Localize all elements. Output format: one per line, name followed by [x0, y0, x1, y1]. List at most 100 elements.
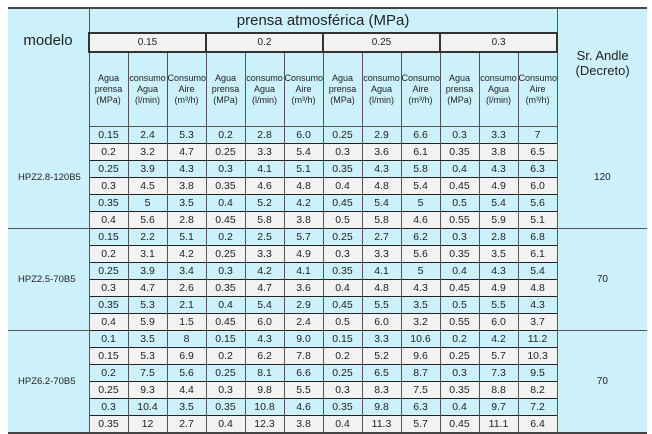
data-cell: 0.25	[88, 262, 128, 280]
data-cell: 5.1	[517, 211, 558, 229]
data-cell: 5.9	[127, 313, 167, 331]
data-cell: 0.15	[322, 330, 362, 348]
data-cell: 10.3	[517, 347, 558, 365]
sub-column-header: consumo Agua (l/min)	[127, 52, 167, 127]
data-cell: 0.4	[322, 177, 362, 195]
data-cell: 5.2	[361, 347, 401, 365]
data-cell: 0.3	[88, 398, 128, 416]
data-cell: 6.1	[400, 143, 440, 161]
data-cell: 4.3	[361, 160, 401, 178]
table-row: 0.3 10.4 3.5 0.35 10.8 4.6 0.35 9.8 6.3 0.4 9.7 7.2	[8, 398, 647, 416]
data-cell: 10.8	[244, 398, 284, 416]
data-cell: 0.5	[439, 194, 479, 212]
sub-header-line: (l/min)	[486, 95, 511, 105]
table-row: 0.25 3.9 4.3 0.3 4.1 5.1 0.35 4.3 5.8 0.4 4.3 6.3	[8, 160, 647, 178]
data-cell: 4.9	[283, 245, 323, 263]
data-cell: 0.5	[322, 211, 362, 229]
data-cell: 9.0	[283, 330, 323, 348]
data-cell: 4.8	[283, 177, 323, 195]
pressure-group-header: 0.2	[205, 32, 324, 53]
data-cell: 5.7	[478, 347, 518, 365]
table-row: HPZ6.2-70B5 0.1 3.5 8 0.15 4.3 9.0 0.15 3.3 10.6 0…	[8, 330, 648, 434]
data-cell: 4.5	[127, 177, 167, 195]
table-row: 0.2 3.2 4.7 0.25 3.3 5.4 0.3 3.6 6.1 0.35 3.8 6.5	[8, 143, 647, 161]
data-cell: 6.0	[361, 313, 401, 331]
data-cell: 7.3	[478, 364, 518, 382]
data-cell: 0.35	[205, 398, 245, 416]
data-cell: 4.3	[517, 296, 558, 314]
data-cell: 0.4	[322, 415, 362, 434]
data-cell: 0.35	[322, 262, 362, 280]
model-name: HPZ6.2-70B5	[8, 330, 90, 434]
data-cell: 0.35	[88, 415, 128, 434]
data-cell: 6.8	[517, 228, 558, 246]
data-cell: 0.4	[88, 313, 128, 331]
data-cell: 6.9	[166, 347, 206, 365]
data-cell: 5	[400, 194, 440, 212]
data-cell: 0.3	[439, 364, 479, 382]
data-cell: 10.6	[400, 330, 440, 348]
data-cell: 5.6	[127, 211, 167, 229]
pressure-group-header: 0.15	[88, 32, 207, 53]
data-cell: 0.4	[439, 398, 479, 416]
data-cell: 0.5	[322, 313, 362, 331]
table-row: 0.3 4.5 3.8 0.35 4.6 4.8 0.4 4.8 5.4 0.45 4.9 6.0	[8, 177, 647, 195]
data-cell: 2.8	[244, 126, 284, 144]
data-cell: 5.5	[283, 381, 323, 399]
andle-value: 120	[556, 126, 648, 229]
data-cell: 5.2	[244, 194, 284, 212]
data-cell: 6.6	[400, 126, 440, 144]
sub-column-header: Agua prensa (MPa)	[205, 52, 245, 127]
data-cell: 3.8	[283, 211, 323, 229]
data-cell: 9.3	[127, 381, 167, 399]
data-cell: 8.2	[517, 381, 558, 399]
data-cell: 3.5	[166, 398, 206, 416]
model-name: HPZ2.5-70B5	[8, 228, 90, 331]
data-cell: 0.3	[322, 245, 362, 263]
data-cell: 0.35	[88, 296, 128, 314]
andle-column-header: Sr. Andle (Decreto)	[556, 7, 648, 127]
data-cell: 3.1	[127, 245, 167, 263]
data-cell: 0.45	[322, 296, 362, 314]
data-cell: 3.8	[166, 177, 206, 195]
data-cell: 0.2	[205, 347, 245, 365]
data-cell: 11.3	[361, 415, 401, 434]
sub-column-header: Consumo Aire (m³/h)	[517, 52, 558, 127]
data-cell: 3.8	[283, 415, 323, 434]
sub-header-line: (MPa)	[447, 95, 472, 105]
data-cell: 5.5	[361, 296, 401, 314]
data-cell: 0.45	[205, 313, 245, 331]
sub-header-line: consumo	[246, 73, 283, 83]
data-cell: 5.6	[400, 245, 440, 263]
table-row: 0.15 5.3 6.9 0.2 6.2 7.8 0.2 5.2 9.6 0.25 5.7 10.3	[8, 347, 647, 365]
data-cell: 11.2	[517, 330, 558, 348]
data-cell: 5.4	[400, 177, 440, 195]
data-cell: 0.4	[439, 160, 479, 178]
data-cell: 3.3	[478, 126, 518, 144]
sub-header-line: prensa	[211, 84, 240, 94]
data-cell: 9.5	[517, 364, 558, 382]
data-cell: 6.2	[400, 228, 440, 246]
data-cell: 0.3	[439, 126, 479, 144]
data-cell: 5.1	[166, 228, 206, 246]
sub-column-header: consumo Agua (l/min)	[478, 52, 518, 127]
sub-header-line: (MPa)	[213, 95, 238, 105]
data-cell: 3.7	[517, 313, 558, 331]
data-cell: 0.45	[439, 415, 479, 434]
data-cell: 0.35	[205, 177, 245, 195]
table-row: HPZ2.5-70B5 0.15 2.2 5.1 0.2 2.5 5.7 0.25 2.7 6.2…	[8, 228, 648, 331]
sub-header-line: Agua	[136, 84, 159, 94]
data-cell: 6.4	[517, 415, 558, 434]
data-cell: 11.1	[478, 415, 518, 434]
sub-column-header: Agua prensa (MPa)	[439, 52, 479, 127]
data-cell: 0.3	[88, 177, 128, 195]
data-cell: 2.4	[127, 126, 167, 144]
data-cell: 5.5	[478, 296, 518, 314]
table-row: 0.35 5 3.5 0.4 5.2 4.2 0.45 5.4 5 0.5 5.4 5.6	[8, 194, 647, 212]
data-cell: 5.4	[478, 194, 518, 212]
table-row: 0.25 9.3 4.4 0.3 9.8 5.5 0.3 8.3 7.5 0.35 8.8 8.2	[8, 381, 647, 399]
data-cell: 0.2	[322, 347, 362, 365]
data-cell: 8.7	[400, 364, 440, 382]
data-cell: 5.7	[283, 228, 323, 246]
data-cell: 2.2	[127, 228, 167, 246]
